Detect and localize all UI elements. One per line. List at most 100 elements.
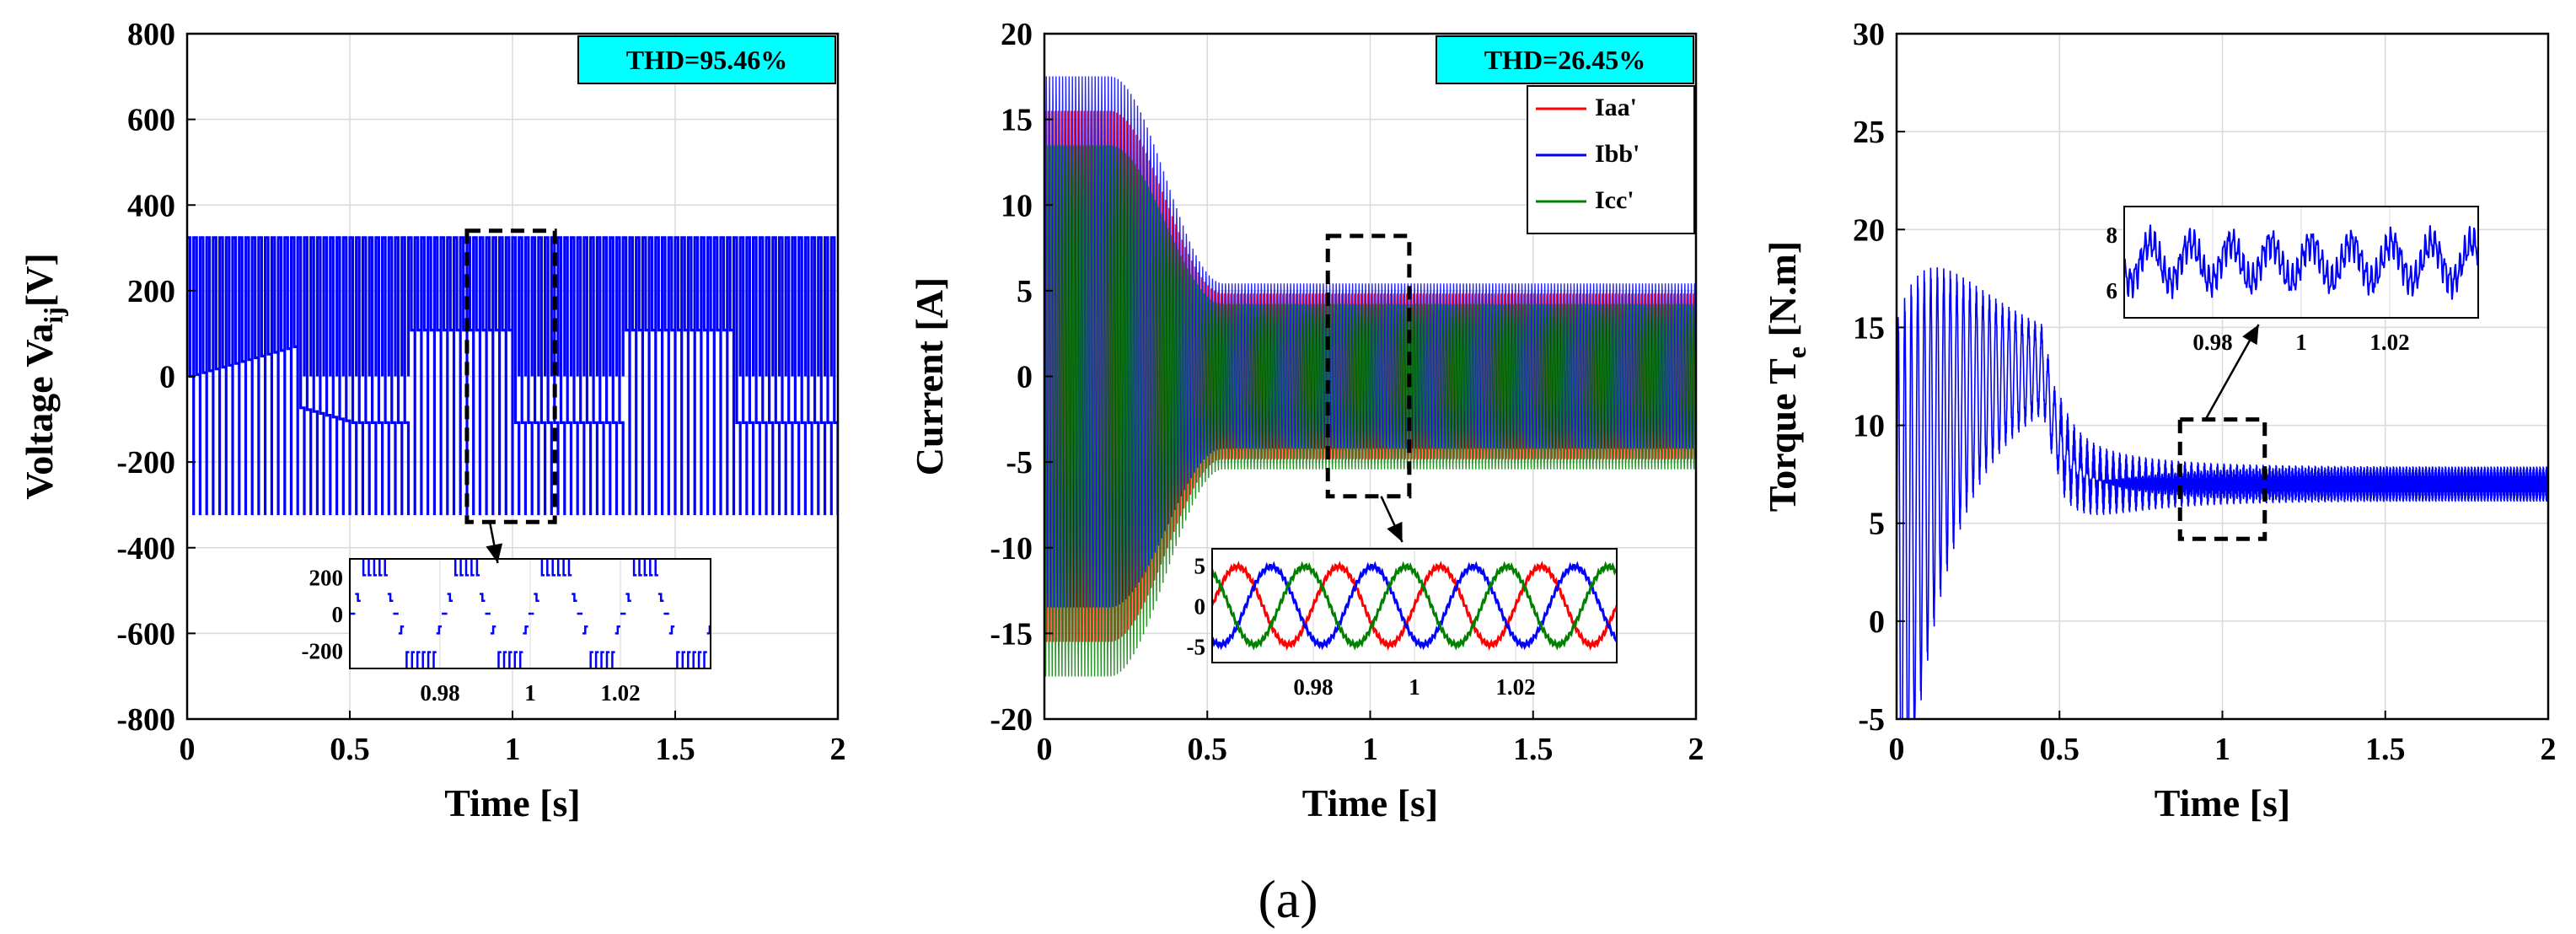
inset-x-tick-label: 0.98 xyxy=(1293,674,1333,700)
inset-x-tick-label: 1 xyxy=(1409,674,1420,700)
legend-label: Icc' xyxy=(1595,186,1634,214)
zoom-window xyxy=(1325,234,1412,499)
inset-y-tick-label: 200 xyxy=(309,566,344,591)
y-tick-label: 15 xyxy=(1001,103,1033,138)
series-line-voltage xyxy=(187,236,838,516)
y-tick-label: 25 xyxy=(1853,115,1885,150)
x-tick-label: 2 xyxy=(830,732,846,767)
legend-box xyxy=(1527,85,1695,234)
inset-current-line-3 xyxy=(1212,561,1617,651)
y-tick-label: -200 xyxy=(116,445,175,480)
series-group xyxy=(1897,267,2548,719)
y-tick-label: 10 xyxy=(1001,188,1033,223)
thd-label: THD=26.45% xyxy=(1484,45,1646,75)
y-tick-label: -10 xyxy=(990,531,1033,566)
y-tick-label: -800 xyxy=(116,702,175,738)
y-tick-label: 10 xyxy=(1853,409,1885,444)
inset-x-tick-label: 1.02 xyxy=(1495,674,1535,700)
x-tick-label: 2 xyxy=(2541,732,2557,767)
zoom-arrow-head xyxy=(486,543,503,563)
inset-y-tick-label: -5 xyxy=(1187,635,1206,660)
inset-chart: 0.98 1 1.02 5 0 -5 xyxy=(1187,548,1618,700)
y-tick-label: 0 xyxy=(1017,360,1033,395)
y-tick-label: 5 xyxy=(1017,274,1033,309)
inset-torque-line xyxy=(2124,224,2478,300)
y-tick-label: -5 xyxy=(1858,702,1885,738)
x-tick-label: 0 xyxy=(180,732,196,767)
x-tick-label: 1 xyxy=(1362,732,1378,767)
inset-series-group xyxy=(2124,224,2478,300)
inset-chart: 0.98 1 1.02 8 6 xyxy=(2106,206,2479,355)
x-axis-label: Time [s] xyxy=(1302,781,1438,824)
series-group xyxy=(187,236,838,516)
y-axis-label: Torque Te [N.m] xyxy=(1761,241,1811,512)
legend-label: Ibb' xyxy=(1595,140,1640,168)
y-tick-label: -20 xyxy=(990,702,1033,738)
inset-x-tick-label: 1.02 xyxy=(2369,330,2409,355)
y-tick-label: 0 xyxy=(159,360,175,395)
thd-label: THD=95.46% xyxy=(626,45,788,75)
chart-panel-1: 0 0.5 1 1.5 2 -800 -600 -400 -200 0 200 400 600 800 Ti… xyxy=(18,17,846,824)
x-tick-label: 1.5 xyxy=(1513,732,1554,767)
x-tick-label: 1.5 xyxy=(655,732,695,767)
inset-voltage-line xyxy=(350,559,711,668)
inset-x-tick-label: 0.98 xyxy=(2192,330,2232,355)
series-line-3 xyxy=(1044,145,1696,677)
y-tick-label: -600 xyxy=(116,616,175,652)
y-axis-label: Current [A] xyxy=(908,277,951,475)
x-tick-label: 0 xyxy=(1037,732,1053,767)
inset-series-group xyxy=(1212,561,1617,651)
figure-caption: (a) xyxy=(1258,869,1318,929)
x-axis-label: Time [s] xyxy=(444,781,580,824)
y-tick-label: -400 xyxy=(116,531,175,566)
inset-y-tick-label: -200 xyxy=(302,638,344,663)
series-group xyxy=(1044,76,1696,677)
zoom-arrow-head xyxy=(1387,521,1403,542)
x-tick-label: 0.5 xyxy=(2040,732,2080,767)
inset-y-tick-label: 0 xyxy=(1194,594,1206,620)
x-tick-label: 2 xyxy=(1688,732,1704,767)
y-tick-label: 200 xyxy=(127,274,175,309)
x-tick-label: 1 xyxy=(2214,732,2230,767)
inset-frame xyxy=(1211,548,1618,663)
zoom-window xyxy=(2177,417,2267,541)
x-tick-label: 0.5 xyxy=(330,732,370,767)
y-tick-label: 30 xyxy=(1853,17,1885,52)
thd-box xyxy=(577,35,836,84)
series-line-torque xyxy=(1897,267,2548,719)
inset-x-tick-label: 1.02 xyxy=(600,680,640,706)
zoom-window xyxy=(464,228,557,524)
x-tick-label: 0 xyxy=(1889,732,1905,767)
inset-series-group xyxy=(350,559,711,668)
inset-x-tick-label: 0.98 xyxy=(420,680,459,706)
y-tick-label: 20 xyxy=(1853,212,1885,248)
inset-y-tick-label: 6 xyxy=(2106,278,2118,303)
inset-chart: 0.98 1 1.02 200 0 -200 xyxy=(302,558,711,706)
x-tick-label: 0.5 xyxy=(1188,732,1228,767)
y-tick-label: 800 xyxy=(127,17,175,52)
y-tick-label: 20 xyxy=(1001,17,1033,52)
inset-y-tick-label: 8 xyxy=(2106,223,2118,248)
y-tick-label: -15 xyxy=(990,616,1033,652)
x-axis-label: Time [s] xyxy=(2155,781,2290,824)
inset-frame xyxy=(349,558,711,669)
inset-current-line-2 xyxy=(1212,561,1617,651)
y-tick-label: 5 xyxy=(1869,507,1885,542)
inset-y-tick-label: 0 xyxy=(332,602,344,627)
y-tick-label: 0 xyxy=(1869,604,1885,640)
x-tick-label: 1 xyxy=(505,732,521,767)
legend-label: Iaa' xyxy=(1595,94,1637,121)
inset-x-tick-label: 1 xyxy=(2295,330,2307,355)
inset-x-tick-label: 1 xyxy=(524,680,536,706)
inset-y-tick-label: 5 xyxy=(1194,553,1206,578)
inset-frame xyxy=(2123,206,2479,319)
y-tick-label: 400 xyxy=(127,188,175,223)
y-tick-label: -5 xyxy=(1006,445,1033,480)
y-tick-label: 15 xyxy=(1853,310,1885,346)
zoom-arrow-head xyxy=(2242,325,2259,346)
y-tick-label: 600 xyxy=(127,103,175,138)
thd-box xyxy=(1436,35,1694,84)
